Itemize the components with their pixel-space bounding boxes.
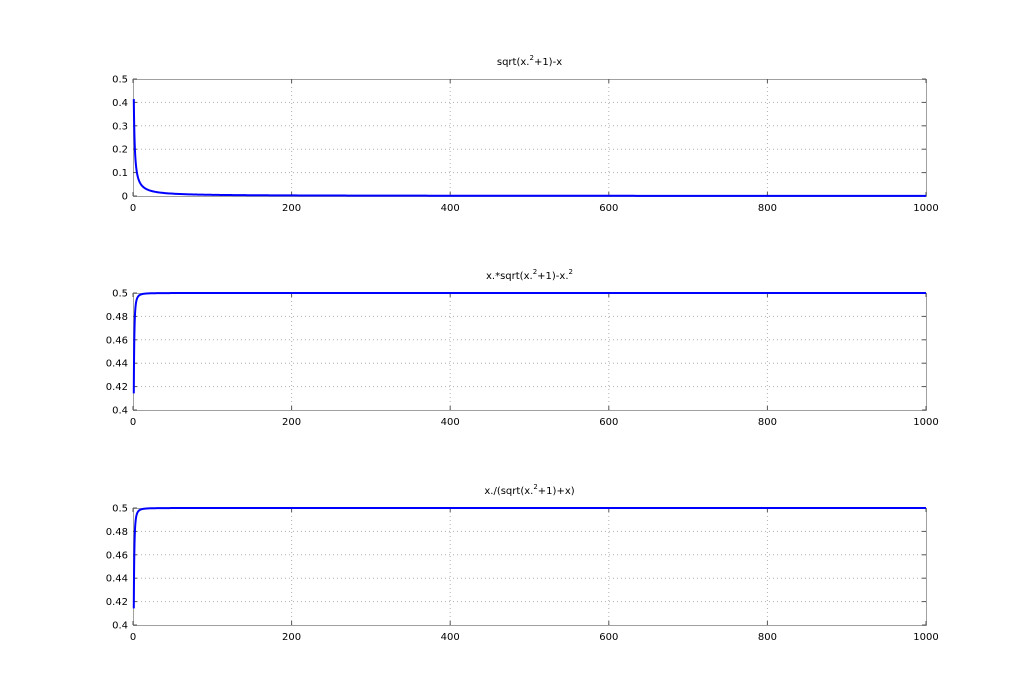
plot-area [133, 508, 926, 625]
x-tick-label: 600 [599, 632, 618, 643]
y-tick-label: 0.46 [106, 335, 128, 346]
y-tick-label: 0.44 [106, 574, 128, 585]
plot-title: x.*sqrt(x.2+1)-x.2 [486, 268, 573, 282]
title-segment: +1)-x [534, 57, 562, 68]
plot-title: sqrt(x.2+1)-x [497, 54, 562, 68]
title-segment: +1)+x) [538, 486, 575, 497]
y-tick-label: 0.5 [112, 75, 128, 86]
y-tick-label: 0.4 [112, 98, 128, 109]
subplot-1: 0 200 400 600 800 1000 0 0.1 0.2 0.3 0.4 0.5 sqrt(x.… [112, 54, 939, 214]
y-tick-label: 0.42 [106, 382, 128, 393]
y-tick-label: 0.5 [112, 504, 128, 515]
x-tick-label: 200 [282, 417, 301, 428]
x-tick-label: 1000 [913, 417, 938, 428]
y-tick-label: 0.1 [112, 168, 128, 179]
title-segment: sqrt(x. [497, 57, 530, 68]
title-superscript: 2 [569, 268, 573, 276]
x-tick-label: 200 [282, 632, 301, 643]
y-tick-label: 0.48 [106, 527, 128, 538]
y-tick-label: 0.4 [112, 406, 128, 417]
plot-area [133, 293, 926, 410]
title-segment: x.*sqrt(x. [486, 271, 533, 282]
plot-title: x./(sqrt(x.2+1)+x) [484, 483, 574, 497]
title-segment: x./(sqrt(x. [484, 486, 533, 497]
plot-area [133, 79, 926, 196]
x-tick-label: 800 [758, 417, 777, 428]
title-segment: +1)-x. [537, 271, 568, 282]
y-tick-label: 0.5 [112, 289, 128, 300]
x-tick-label: 0 [130, 632, 136, 643]
x-tick-label: 600 [599, 203, 618, 214]
y-tick-label: 0.2 [112, 145, 128, 156]
y-tick-label: 0.3 [112, 121, 128, 132]
x-tick-label: 1000 [913, 203, 938, 214]
x-tick-label: 600 [599, 417, 618, 428]
x-tick-label: 400 [441, 632, 460, 643]
y-tick-label: 0.4 [112, 621, 128, 632]
y-tick-label: 0 [122, 192, 128, 203]
y-tick-label: 0.44 [106, 359, 128, 370]
x-tick-label: 400 [441, 203, 460, 214]
x-tick-label: 800 [758, 203, 777, 214]
y-tick-label: 0.48 [106, 312, 128, 323]
subplot-3: 0 200 400 600 800 1000 0.4 0.42 0.44 0.46 0.48 0.5 x… [106, 483, 939, 643]
x-tick-label: 0 [130, 203, 136, 214]
x-tick-label: 800 [758, 632, 777, 643]
x-tick-label: 0 [130, 417, 136, 428]
y-tick-label: 0.42 [106, 597, 128, 608]
x-tick-label: 1000 [913, 632, 938, 643]
x-tick-label: 400 [441, 417, 460, 428]
y-tick-label: 0.46 [106, 550, 128, 561]
x-tick-label: 200 [282, 203, 301, 214]
subplot-2: 0 200 400 600 800 1000 0.4 0.42 0.44 0.46 0.48 0.5 x… [106, 268, 939, 428]
